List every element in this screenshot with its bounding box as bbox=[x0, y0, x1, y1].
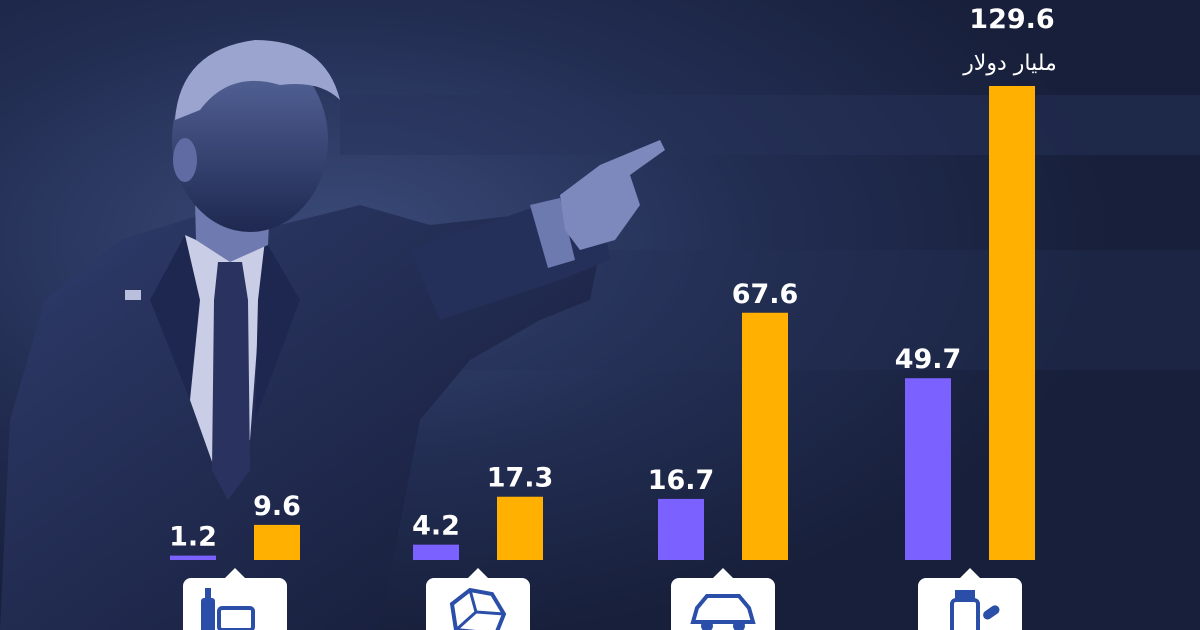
bar-materials-series-2 bbox=[497, 496, 543, 560]
bar-food-and-beverages-series-2 bbox=[254, 524, 300, 560]
value-label-medicines-series-2: 129.6 bbox=[969, 4, 1054, 35]
bar-cars-series-2 bbox=[742, 312, 788, 560]
car-icon bbox=[671, 568, 775, 630]
bar-materials-series-1 bbox=[413, 544, 459, 560]
bar-medicines-series-2 bbox=[989, 86, 1035, 560]
background-stripe bbox=[340, 95, 1200, 155]
bar-cars-series-1 bbox=[658, 498, 704, 560]
unit-label: مليار دولار bbox=[962, 51, 1057, 76]
value-label-medicines-series-1: 49.7 bbox=[895, 344, 962, 375]
bottle-and-package-icon bbox=[183, 568, 287, 630]
bar-medicines-series-1 bbox=[905, 378, 951, 560]
bars-layer bbox=[170, 86, 1035, 560]
value-label-cars-series-1: 16.7 bbox=[648, 465, 715, 496]
value-label-materials-series-2: 17.3 bbox=[487, 463, 554, 494]
value-label-cars-series-2: 67.6 bbox=[732, 279, 799, 310]
photo-of-man-pointing bbox=[0, 40, 665, 630]
bar-food-and-beverages-series-1 bbox=[170, 555, 216, 560]
value-labels-layer: 1.2 4.2 16.7 49.7 9.6 17.3 67.6 129.6 bbox=[169, 4, 1055, 553]
category-icons-layer bbox=[183, 568, 1022, 630]
rock-icon bbox=[426, 568, 530, 630]
value-label-food-and-beverages-series-1: 1.2 bbox=[169, 522, 217, 553]
pill-bottle-icon bbox=[918, 568, 1022, 630]
value-label-food-and-beverages-series-2: 9.6 bbox=[253, 491, 301, 522]
value-label-materials-series-1: 4.2 bbox=[412, 511, 460, 542]
